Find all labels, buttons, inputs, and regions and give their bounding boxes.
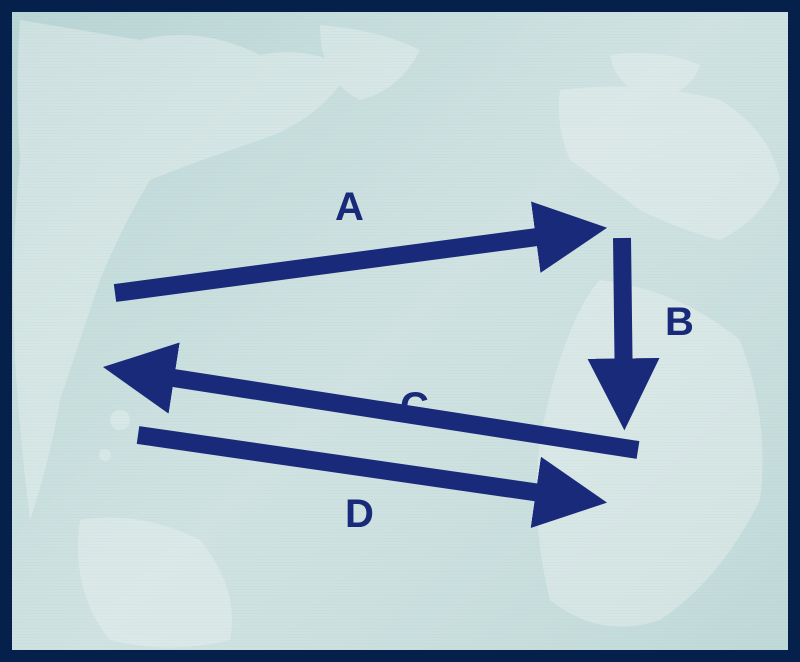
arrow-a — [115, 232, 575, 293]
triangular-trade-diagram: A B C D — [0, 0, 800, 662]
label-b: B — [665, 300, 694, 345]
label-c: C — [400, 385, 429, 430]
arrow-b — [622, 238, 624, 398]
label-a: A — [335, 185, 364, 230]
arrow-d — [138, 435, 575, 498]
label-d: D — [345, 492, 374, 537]
